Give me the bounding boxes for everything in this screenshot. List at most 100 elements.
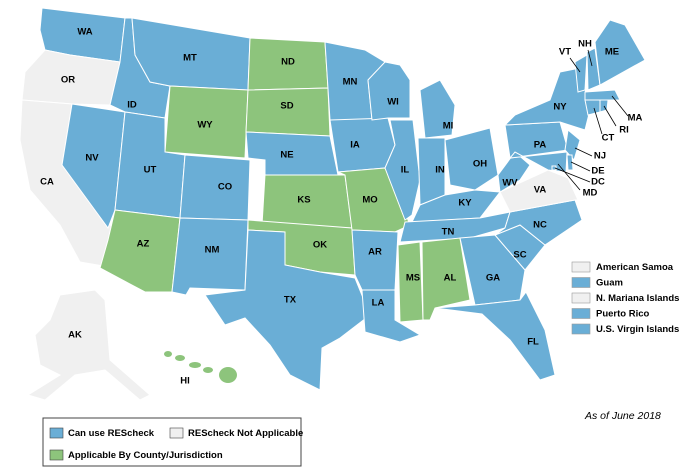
state-label: NH [578,39,592,50]
island [175,355,185,361]
legend-label: Guam [596,278,623,289]
state [99,209,181,293]
state-label: TX [284,295,297,306]
legend-label: U.S. Virgin Islands [596,324,679,335]
state-label: RI [619,125,629,136]
state-label: KS [297,195,310,206]
state [584,89,621,101]
leader-line [587,49,593,67]
state-label: AL [444,273,457,284]
state-label: NV [85,153,99,164]
state [444,127,499,191]
states [19,7,646,401]
state-label: MN [343,77,358,88]
state-label: DE [591,166,604,177]
state-label: WA [77,27,92,38]
state [384,119,421,221]
legend-swatch [571,292,591,304]
state-label: MT [183,53,197,64]
state [26,289,151,401]
note: As of June 2018 [584,410,661,422]
legend-swatch [571,323,591,335]
state-label: GA [486,273,500,284]
state-label: IN [435,165,445,176]
state [329,117,396,173]
state-label: TN [442,227,455,238]
leader-line [593,107,603,135]
island [203,367,213,373]
island [219,367,237,383]
state-label: CA [40,177,54,188]
legend-swatch [571,277,591,288]
legend-label: Can use REScheck [68,428,155,439]
state [459,234,526,306]
state-label: KY [458,198,472,209]
leader-line [570,161,591,172]
legend-swatch [571,308,591,319]
state [434,291,556,381]
legend-swatch [49,427,64,439]
state [171,217,249,296]
state [204,229,371,391]
state-label: FL [527,337,539,348]
state [361,289,422,343]
state-label: NM [205,245,220,256]
leader-line [569,57,581,73]
state-label: ND [281,57,295,68]
state [179,154,251,221]
state [164,85,249,159]
legend-label: Puerto Rico [596,309,650,320]
legend-label: REScheck Not Applicable [188,428,303,439]
state-label: AZ [137,239,150,250]
legend-swatch [169,427,184,439]
state-label: OH [473,159,487,170]
state-label: NE [280,150,293,161]
territory-legend: American Samoa Guam N. Mariana Islands Puer… [571,261,679,335]
state-label: IL [401,165,410,176]
state [551,165,557,171]
state-label: OK [313,240,327,251]
state-label: ME [605,47,619,58]
state [574,54,588,93]
state-label: OR [61,75,75,86]
state-label: CT [602,133,615,144]
state [566,154,574,171]
state [564,129,581,161]
state-label: UT [144,165,157,176]
legend-swatch [49,449,64,461]
state-label: HI [180,376,190,387]
state [61,103,126,230]
state-label: MS [406,273,420,284]
state-label: NJ [594,151,606,162]
state [21,49,121,106]
state-label: SC [513,250,526,261]
state [367,61,411,121]
legend-label: American Samoa [596,262,674,273]
state [584,99,601,116]
state-label: NC [533,220,547,231]
state [245,87,331,137]
state-label: SD [280,101,293,112]
state-label: AK [68,330,82,341]
state-label: MI [443,121,454,132]
state-label: IA [350,140,360,151]
legend-box [42,417,302,467]
state-label: AR [368,247,382,258]
state [351,229,399,291]
legend-label: N. Mariana Islands [596,293,679,304]
legend-swatch [571,261,591,273]
state-label: DC [591,177,605,188]
state-label: MD [583,188,598,199]
island [164,351,172,357]
state-label: ID [127,100,137,111]
state-label: MO [362,195,377,206]
state-label: WY [197,120,213,131]
state-label: LA [372,298,385,309]
state [419,79,456,139]
state [594,19,646,86]
state-label: WI [387,97,399,108]
legend: Can use REScheck REScheck Not Applicable A… [49,427,303,461]
island [189,362,201,368]
